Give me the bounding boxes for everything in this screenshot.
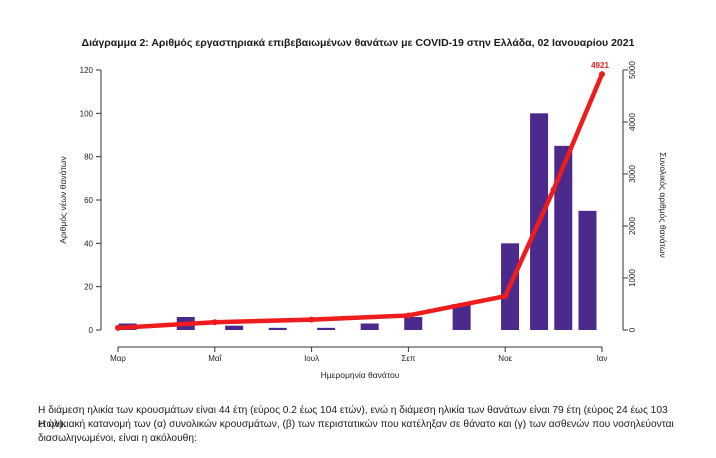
y-tick-label: 120 bbox=[80, 66, 94, 75]
cumulative-point bbox=[115, 324, 121, 331]
y-tick-label: 60 bbox=[84, 196, 93, 205]
y-tick-label: 20 bbox=[84, 283, 93, 292]
cumulative-point bbox=[308, 316, 315, 323]
x-tick-label: Μαΐ bbox=[208, 354, 222, 363]
daily-deaths-bar bbox=[225, 325, 244, 330]
daily-deaths-bar bbox=[268, 327, 287, 330]
cumulative-point bbox=[550, 186, 557, 193]
cumulative-point bbox=[405, 312, 412, 319]
daily-deaths-bar bbox=[404, 317, 423, 330]
y-tick-label: 80 bbox=[84, 153, 93, 162]
y2-tick-label: 3000 bbox=[628, 165, 637, 183]
cumulative-point bbox=[211, 319, 218, 326]
median-age-paragraph: Η διάμεση ηλικία των κρουσμάτων είναι 44… bbox=[38, 405, 668, 430]
daily-deaths-bar bbox=[317, 327, 336, 330]
daily-deaths-bar bbox=[578, 210, 597, 330]
y-tick-label: 40 bbox=[84, 239, 93, 248]
y-axis-label: Αριθμός νέων θανάτων bbox=[58, 156, 68, 243]
cumulative-point bbox=[502, 293, 509, 300]
y2-tick-label: 5000 bbox=[628, 61, 637, 79]
daily-deaths-bar bbox=[360, 323, 379, 330]
x-tick-label: Νοε bbox=[498, 354, 512, 363]
x-tick-label: Σεπ bbox=[401, 354, 416, 363]
cumulative-point bbox=[599, 71, 605, 78]
x-tick-label: Ιαν bbox=[597, 354, 608, 363]
y2-tick-label: 1000 bbox=[628, 269, 637, 287]
y-tick-label: 0 bbox=[89, 326, 94, 335]
age-distribution-paragraph: Η ηλικιακή κατανομή των (α) συνολικών κρ… bbox=[38, 419, 674, 444]
y2-tick-label: 2000 bbox=[628, 217, 637, 235]
y2-axis-label: Συνολικός αριθμός θανάτων bbox=[658, 152, 668, 258]
daily-deaths-bar bbox=[554, 145, 573, 330]
y-tick-label: 100 bbox=[80, 109, 94, 118]
daily-deaths-bar bbox=[452, 304, 471, 330]
final-cumulative-label: 4921 bbox=[591, 61, 609, 70]
y2-tick-label: 0 bbox=[628, 327, 637, 332]
x-tick-label: Ιουλ bbox=[304, 354, 319, 363]
x-tick-label: Μαρ bbox=[110, 354, 126, 363]
cumulative-deaths-line bbox=[115, 71, 605, 331]
chart-title: Διάγραμμα 2: Αριθμός εργαστηριακά επιβεβ… bbox=[81, 37, 635, 49]
x-axis-label: Ημερομηνία θανάτου bbox=[321, 370, 400, 380]
y2-tick-label: 4000 bbox=[628, 113, 637, 131]
deaths-chart: 0 20 40 60 80 100 120 Αριθμός νέων θανάτων 0 1000… bbox=[58, 61, 668, 380]
